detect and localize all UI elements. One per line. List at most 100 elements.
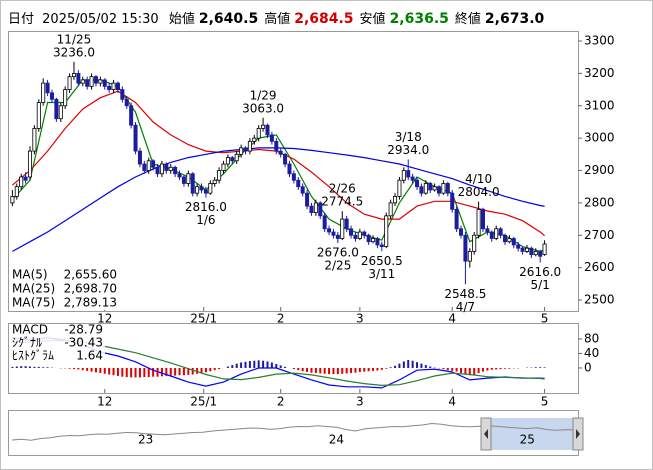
y-tick-label: 2600 bbox=[584, 260, 615, 274]
overview-selection[interactable] bbox=[490, 418, 576, 450]
candle-body bbox=[93, 76, 98, 84]
candle-body bbox=[217, 170, 222, 181]
histogram-bar bbox=[420, 363, 423, 368]
histogram-bar bbox=[332, 367, 335, 375]
candle-body bbox=[58, 105, 63, 120]
candle-body bbox=[520, 247, 525, 252]
candle-body bbox=[511, 238, 516, 246]
legend-value: -30.43 bbox=[64, 336, 103, 350]
candle-body bbox=[195, 186, 200, 194]
x-tick-label: 12 bbox=[97, 312, 112, 326]
x-tick-label: 12 bbox=[97, 395, 112, 409]
annotation-date: 1/6 bbox=[196, 213, 215, 227]
candle-body bbox=[19, 176, 24, 188]
annotation-price: 2650.5 bbox=[361, 254, 403, 268]
candle-body bbox=[423, 183, 428, 194]
histogram-bar bbox=[125, 367, 128, 378]
annotation-date: 2/26 bbox=[329, 182, 356, 196]
histogram-bar bbox=[503, 367, 506, 369]
candle-body bbox=[36, 102, 41, 129]
y-tick-label: 3000 bbox=[584, 131, 615, 145]
candle-body bbox=[129, 105, 134, 126]
candle-body bbox=[98, 79, 103, 84]
candle-body bbox=[239, 147, 244, 155]
x-tick-label: 25/1 bbox=[190, 312, 217, 326]
annotation-price: 2804.0 bbox=[458, 185, 500, 199]
y-tick-label: 2900 bbox=[584, 163, 615, 177]
histogram-bar bbox=[323, 367, 326, 374]
candle-body bbox=[186, 173, 191, 184]
histogram-bar bbox=[328, 367, 331, 375]
candle-body bbox=[454, 208, 459, 230]
histogram-bar bbox=[182, 367, 185, 376]
legend-value: 1.64 bbox=[76, 349, 103, 363]
candle-body bbox=[445, 183, 450, 194]
histogram-bar bbox=[279, 365, 282, 368]
histogram-bar bbox=[314, 367, 317, 374]
histogram-bar bbox=[376, 367, 379, 371]
annotation-date: 11/25 bbox=[57, 32, 92, 46]
histogram-bar bbox=[345, 367, 348, 374]
scroll-arrow bbox=[484, 429, 488, 439]
histogram-bar bbox=[24, 366, 27, 368]
histogram-bar bbox=[235, 363, 238, 368]
annotation-date: 1/29 bbox=[250, 88, 277, 102]
legend-value: 2,789.13 bbox=[64, 296, 117, 310]
candle-body bbox=[76, 73, 81, 84]
candle-body bbox=[287, 163, 292, 175]
candle-body bbox=[14, 186, 19, 197]
candle-body bbox=[120, 89, 125, 100]
candle-body bbox=[10, 196, 15, 204]
candle-body bbox=[388, 202, 393, 217]
y-tick-label: 2500 bbox=[584, 292, 615, 306]
histogram-bar bbox=[358, 367, 361, 372]
candle-body bbox=[173, 166, 178, 175]
histogram-bar bbox=[367, 367, 370, 372]
annotation-price: 2774.5 bbox=[321, 195, 363, 209]
candle-body bbox=[313, 202, 318, 213]
candle-body bbox=[296, 179, 301, 188]
candle-body bbox=[393, 196, 398, 204]
candle-body bbox=[164, 163, 169, 171]
legend-name: MA(25) bbox=[12, 282, 55, 296]
x-tick-label: 24 bbox=[329, 433, 344, 447]
candle-body bbox=[115, 82, 120, 90]
histogram-bar bbox=[429, 366, 432, 368]
histogram-bar bbox=[306, 367, 309, 372]
candle-body bbox=[107, 85, 112, 90]
candle-body bbox=[265, 124, 270, 136]
y-tick-label: 40 bbox=[584, 346, 599, 360]
series-line bbox=[12, 147, 545, 252]
candle-body bbox=[67, 76, 72, 90]
candle-body bbox=[529, 247, 534, 256]
candle-body bbox=[318, 202, 323, 217]
histogram-bar bbox=[196, 367, 199, 374]
annotation-date: 4/10 bbox=[465, 172, 492, 186]
candle-body bbox=[256, 128, 261, 139]
y-tick-label: 0 bbox=[584, 360, 592, 374]
histogram-bar bbox=[253, 360, 256, 368]
histogram-bar bbox=[46, 367, 49, 368]
datetime: 2025/05/02 15:30 bbox=[42, 12, 159, 27]
candle-body bbox=[357, 231, 362, 239]
histogram-bar bbox=[297, 367, 300, 371]
x-tick-label: 5 bbox=[541, 312, 549, 326]
legend-box bbox=[9, 324, 105, 366]
candle-body bbox=[234, 153, 239, 162]
candle-body bbox=[208, 183, 213, 194]
annotation-price: 2616.0 bbox=[519, 265, 561, 279]
candle-body bbox=[366, 234, 371, 243]
candle-body bbox=[85, 79, 90, 87]
histogram-bar bbox=[213, 367, 216, 371]
histogram-bar bbox=[389, 367, 392, 368]
histogram-bar bbox=[130, 367, 133, 378]
histogram-bar bbox=[508, 367, 511, 369]
histogram-bar bbox=[244, 361, 247, 368]
candle-body bbox=[221, 163, 226, 171]
histogram-bar bbox=[262, 360, 265, 368]
legend-box bbox=[9, 267, 119, 310]
candle-body bbox=[432, 186, 437, 191]
histogram-bar bbox=[275, 363, 278, 368]
histogram-bar bbox=[11, 366, 14, 368]
